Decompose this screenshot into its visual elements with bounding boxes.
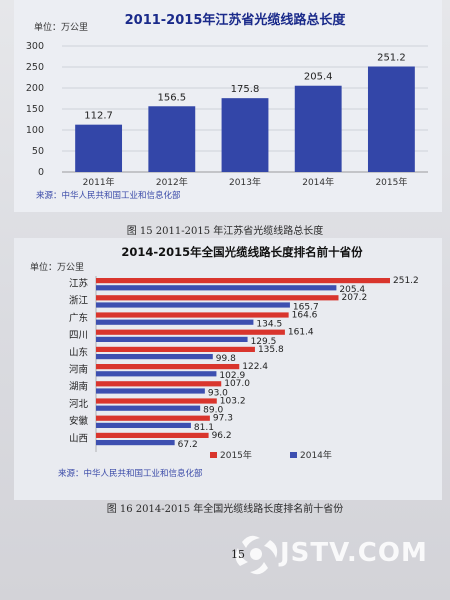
chart2-bar-2015 (96, 278, 390, 284)
chart1-ytick-label: 0 (38, 167, 44, 178)
chart2-data-label-2015: 251.2 (393, 276, 419, 286)
chart2-data-label-2014: 67.2 (178, 440, 198, 450)
chart1-title: 2011-2015年江苏省光缆线路总长度 (125, 12, 347, 28)
chart1-unit-label: 单位：万公里 (34, 21, 88, 33)
watermark-text: JSTV.COM (280, 538, 428, 568)
chart2-legend-label-2015: 2015年 (220, 449, 252, 461)
chart2-bar-2014 (96, 285, 337, 291)
chart2-data-label-2014: 81.1 (194, 423, 214, 433)
chart2-data-label-2014: 165.7 (293, 302, 319, 312)
chart1-ytick-label: 200 (26, 83, 44, 94)
chart2-bar-2014 (96, 405, 201, 411)
chart2-data-label-2014: 134.5 (256, 320, 282, 330)
chart2-data-label-2015: 122.4 (242, 362, 268, 372)
chart2-unit-label: 单位：万公里 (30, 261, 84, 273)
chart2-data-label-2015: 103.2 (220, 396, 246, 406)
chart2-category-label: 四川 (69, 330, 88, 341)
chart2-title: 2014-2015年全国光缆线路长度排名前十省份 (121, 245, 363, 259)
chart2-bar-2014 (96, 388, 205, 394)
chart1-xtick-label: 2011年 (83, 176, 115, 188)
chart1-data-label: 156.5 (157, 92, 186, 103)
chart1-bar (294, 85, 342, 172)
chart2-data-label-2015: 107.0 (224, 379, 250, 389)
chart2-data-label-2014: 102.9 (219, 371, 245, 381)
chart2-category-label: 安徽 (69, 415, 89, 427)
chart2-bar-2015 (96, 364, 240, 370)
chart1-ytick-label: 150 (26, 104, 44, 115)
chart1-xtick-label: 2013年 (229, 176, 261, 188)
chart2-category-label: 浙江 (69, 295, 89, 307)
chart1-ytick-label: 250 (26, 62, 44, 73)
chart2-source: 来源：中华人民共和国工业和信息化部 (58, 468, 203, 479)
chart1-ytick-label: 50 (32, 146, 44, 157)
chart1-xtick-label: 2015年 (375, 176, 407, 188)
chart2-bar-2015 (96, 346, 255, 352)
chart2-category-label: 广东 (69, 312, 88, 324)
chart2-bar-2015 (96, 432, 209, 438)
chart1-data-label: 112.7 (84, 111, 113, 122)
chart1-xtick-label: 2014年 (302, 176, 334, 188)
chart2-bar-2015 (96, 295, 339, 301)
chart2-caption: 图 16 2014-2015 年全国光缆线路长度排名前十省份 (106, 504, 344, 515)
chart1-bar (148, 106, 196, 172)
chart2-bar-2015 (96, 415, 210, 421)
chart2-bar-2014 (96, 422, 191, 428)
chart2-category-label: 湖南 (69, 381, 88, 393)
chart1-ytick-label: 100 (26, 125, 44, 136)
chart1-data-label: 205.4 (304, 72, 333, 83)
chart2-category-label: 河南 (69, 364, 88, 376)
chart1-ytick-label: 300 (26, 41, 44, 52)
chart2-legend-swatch-2014 (290, 452, 297, 458)
chart2-bar-2014 (96, 319, 254, 325)
chart2-legend-label-2014: 2014年 (300, 449, 332, 461)
chart2-bar-2014 (96, 336, 248, 342)
chart2-data-label-2014: 93.0 (208, 388, 228, 398)
chart2-data-label-2015: 97.3 (213, 414, 233, 424)
chart2-bar-2015 (96, 398, 217, 404)
page-number: 15 (231, 548, 245, 561)
chart2-data-label-2014: 129.5 (251, 337, 277, 347)
chart2-bar-2014 (96, 371, 217, 377)
chart2-category-label: 山西 (69, 433, 88, 444)
chart1-caption: 图 15 2011-2015 年江苏省光缆线路总长度 (126, 226, 324, 237)
chart2-data-label-2014: 89.0 (203, 406, 223, 416)
chart2-data-label-2015: 135.8 (258, 345, 284, 355)
chart1-data-label: 175.8 (231, 84, 260, 95)
chart1-data-label: 251.2 (377, 52, 406, 63)
chart2-bar-2015 (96, 381, 222, 387)
chart2-bar-2014 (96, 440, 175, 446)
chart2-legend-swatch-2015 (210, 452, 217, 458)
chart2-data-label-2015: 164.6 (292, 310, 318, 320)
chart2-bar-2015 (96, 329, 285, 335)
chart2-bar-2014 (96, 302, 290, 308)
chart2-bar-2015 (96, 312, 289, 318)
chart2-data-label-2014: 205.4 (339, 285, 365, 295)
chart1-xtick-label: 2012年 (156, 176, 188, 188)
chart2-category-label: 山东 (69, 346, 88, 358)
chart2-data-label-2015: 207.2 (342, 293, 368, 303)
chart2-data-label-2015: 96.2 (212, 431, 232, 441)
watermark-logo-icon (235, 535, 278, 575)
chart2-data-label-2015: 161.4 (288, 328, 314, 338)
chart1-source: 来源：中华人民共和国工业和信息化部 (36, 190, 181, 201)
chart1-bar (221, 98, 269, 172)
chart2-bar-2014 (96, 354, 213, 360)
chart2-category-label: 河北 (69, 398, 89, 410)
chart1-bar (75, 124, 123, 172)
chart2-category-label: 江苏 (69, 278, 89, 290)
chart1-bar (367, 66, 415, 172)
chart2-data-label-2014: 99.8 (216, 354, 236, 364)
